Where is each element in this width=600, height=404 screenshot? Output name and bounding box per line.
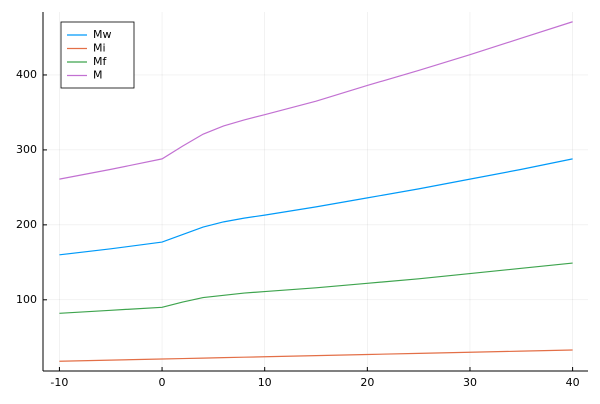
series-line [59, 262, 573, 314]
x-tick-label: 30 [463, 376, 477, 389]
x-tick-label: 10 [258, 376, 272, 389]
legend-label: M [93, 69, 103, 82]
x-tick-label: 20 [360, 376, 374, 389]
legend-box [60, 21, 135, 89]
series-line [59, 158, 573, 256]
y-tick-label: 300 [16, 143, 37, 156]
x-tick-label: 0 [159, 376, 166, 389]
y-tick-label: 200 [16, 218, 37, 231]
legend-label: Mi [93, 42, 106, 55]
series-line [59, 21, 573, 180]
series-line [59, 349, 573, 362]
x-tick-label: -10 [50, 376, 68, 389]
x-tick-label: 40 [566, 376, 580, 389]
y-tick-label: 100 [16, 293, 37, 306]
legend-label: Mf [93, 55, 107, 68]
legend-label: Mw [93, 28, 112, 41]
y-tick-label: 400 [16, 68, 37, 81]
